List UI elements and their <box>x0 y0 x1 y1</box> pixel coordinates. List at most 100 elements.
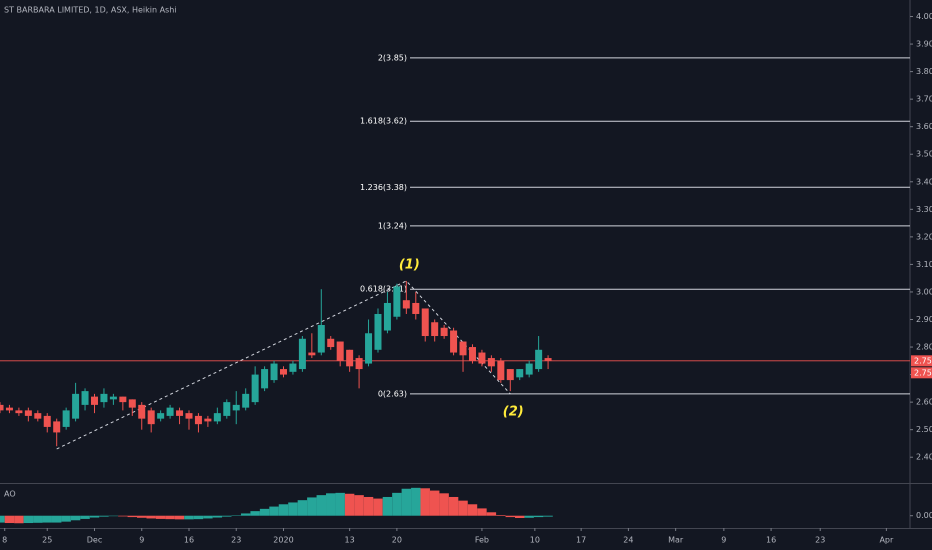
x-tick-label: 24 <box>623 536 633 545</box>
candle-body <box>128 399 136 408</box>
candle-body <box>412 302 420 314</box>
ao-bar <box>127 515 138 518</box>
ao-bar <box>496 515 506 516</box>
candle-body <box>138 404 146 419</box>
candle-body <box>402 300 410 309</box>
candle-body <box>24 410 32 416</box>
ao-bar <box>61 515 71 522</box>
ao-bar <box>524 515 534 518</box>
y-tick-label: 4.00 <box>916 12 932 21</box>
candle-body <box>346 349 354 367</box>
candle-body <box>251 374 259 403</box>
ao-bar <box>269 506 279 516</box>
ao-bar <box>42 515 52 523</box>
candle-body <box>176 410 184 416</box>
price-badge-label: 2.75 <box>914 368 932 377</box>
ao-bar <box>477 508 487 516</box>
candle-body <box>516 369 524 378</box>
ao-bar <box>212 515 223 518</box>
x-tick-label: 25 <box>42 536 52 545</box>
candle-body <box>90 396 98 405</box>
ao-bar <box>486 512 497 516</box>
candle-body <box>544 358 552 361</box>
x-tick-label: 20 <box>392 536 402 545</box>
candle-body <box>119 396 127 403</box>
candle-body <box>365 333 373 364</box>
ao-bar <box>0 515 5 523</box>
candle-body <box>166 407 174 416</box>
ao-bar <box>288 502 298 516</box>
y-tick-label: 3.00 <box>916 287 932 296</box>
ao-bar <box>118 515 128 517</box>
candle-body <box>242 393 250 408</box>
ao-bar <box>533 515 544 518</box>
candle-body <box>308 352 316 356</box>
ao-bar <box>80 515 90 519</box>
candle-body <box>109 396 117 400</box>
candle-body <box>450 330 458 353</box>
ao-bar <box>4 515 15 524</box>
indicator-title: AO <box>4 490 16 499</box>
candle-body <box>261 369 269 389</box>
y-tick-label: 2.90 <box>916 315 932 324</box>
candle-body <box>487 358 495 367</box>
ao-bar <box>467 504 478 516</box>
candle-body <box>355 358 363 370</box>
x-tick-label: 9 <box>721 536 726 545</box>
ao-bar <box>411 487 421 516</box>
y-tick-label: 0.00 <box>916 511 932 520</box>
fib-label: 1.618(3.62) <box>360 117 407 126</box>
ao-bar <box>89 515 100 518</box>
ao-bar <box>14 515 24 524</box>
chart-title: ST BARBARA LIMITED, 1D, ASX, Heikin Ashi <box>4 6 177 15</box>
y-tick-label: 3.60 <box>916 122 932 131</box>
x-tick-label: 23 <box>231 536 241 545</box>
candle-body <box>5 407 13 411</box>
candle-body <box>279 369 287 375</box>
candle-body <box>185 413 193 419</box>
y-tick-label: 2.40 <box>916 453 932 462</box>
ao-bar <box>344 493 355 516</box>
ao-bar <box>401 488 412 516</box>
ao-bar <box>515 515 525 518</box>
candle-body <box>336 341 344 361</box>
price-badge-label: 2.75 <box>914 356 932 365</box>
fib-label: 0(2.63) <box>378 389 407 398</box>
ao-bar <box>137 515 147 518</box>
ao-bar <box>250 511 260 516</box>
candle-body <box>440 327 448 337</box>
ao-bar <box>278 504 289 516</box>
candle-body <box>327 338 335 348</box>
candle-body <box>194 415 202 425</box>
y-tick-label: 3.40 <box>916 177 932 186</box>
ao-bar <box>146 515 156 519</box>
ao-bar <box>363 496 374 516</box>
candle-body <box>43 415 51 427</box>
y-tick-label: 2.50 <box>916 425 932 434</box>
candle-body <box>62 410 70 427</box>
candle-body <box>72 393 80 419</box>
candle-body <box>223 402 231 416</box>
y-tick-label: 3.50 <box>916 150 932 159</box>
candle-body <box>478 352 486 364</box>
candle-body <box>535 349 543 370</box>
candle-body <box>15 410 23 414</box>
candle-body <box>157 413 165 419</box>
fib-label: 1(3.24) <box>378 221 407 230</box>
candle-body <box>270 363 278 381</box>
candle-body <box>497 360 505 381</box>
candle-body <box>298 338 306 370</box>
fib-label: 1.236(3.38) <box>360 183 407 192</box>
candle-body <box>213 413 221 422</box>
ao-bar <box>354 495 364 516</box>
ao-bar <box>316 495 327 516</box>
candle-body <box>34 413 42 419</box>
candle-body <box>232 404 240 411</box>
ao-bar <box>70 515 81 521</box>
ao-bar <box>307 497 317 516</box>
y-tick-label: 3.10 <box>916 260 932 269</box>
y-tick-label: 3.30 <box>916 205 932 214</box>
ao-bar <box>448 496 459 516</box>
fib-label: 0.618(3.01) <box>360 285 407 294</box>
wave-annotation: (1) <box>399 257 420 272</box>
